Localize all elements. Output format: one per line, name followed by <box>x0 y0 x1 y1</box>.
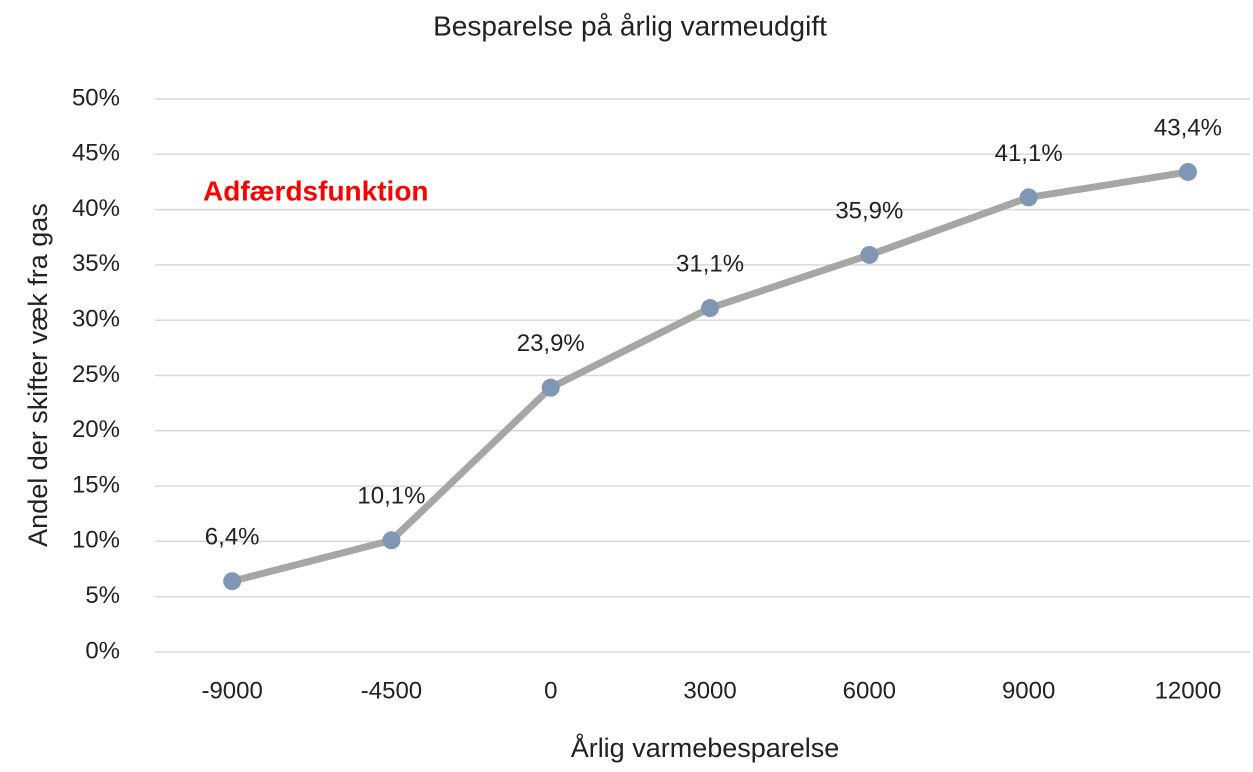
x-tick-label: 3000 <box>683 677 736 704</box>
y-tick-label: 20% <box>72 416 120 443</box>
data-label: 43,4% <box>1154 114 1222 141</box>
y-tick-label: 15% <box>72 471 120 498</box>
data-label: 41,1% <box>995 140 1063 167</box>
marker <box>1178 162 1197 181</box>
marker <box>860 245 879 264</box>
annotation: Adfærdsfunktion <box>203 175 429 206</box>
data-label: 35,9% <box>835 197 903 224</box>
y-tick-label: 45% <box>72 140 120 167</box>
y-tick-label: 40% <box>72 195 120 222</box>
x-tick-label: -4500 <box>361 677 422 704</box>
marker <box>701 299 720 318</box>
marker <box>1019 188 1038 207</box>
marker <box>382 531 401 550</box>
x-tick-label: 9000 <box>1002 677 1055 704</box>
marker <box>223 572 242 591</box>
y-tick-label: 35% <box>72 250 120 277</box>
marker <box>541 378 560 397</box>
y-tick-label: 0% <box>85 637 120 664</box>
x-tick-label: 6000 <box>843 677 896 704</box>
x-tick-label: 12000 <box>1155 677 1222 704</box>
data-label: 10,1% <box>357 483 425 510</box>
line <box>231 168 1189 585</box>
y-tick-label: 5% <box>85 582 120 609</box>
y-tick-label: 25% <box>72 361 120 388</box>
y-axis-label: Andel der skifter væk fra gas <box>23 203 53 547</box>
chart-title: Besparelse på årlig varmeudgift <box>433 10 827 41</box>
y-tick-label: 50% <box>72 84 120 111</box>
y-tick-label: 10% <box>72 527 120 554</box>
x-tick-label: -9000 <box>201 677 262 704</box>
data-label: 31,1% <box>676 250 744 277</box>
data-label: 6,4% <box>205 524 260 551</box>
x-axis-label: Årlig varmebesparelse <box>571 732 840 763</box>
y-tick-label: 30% <box>72 306 120 333</box>
x-tick-label: 0 <box>544 677 557 704</box>
data-label: 23,9% <box>517 330 585 357</box>
